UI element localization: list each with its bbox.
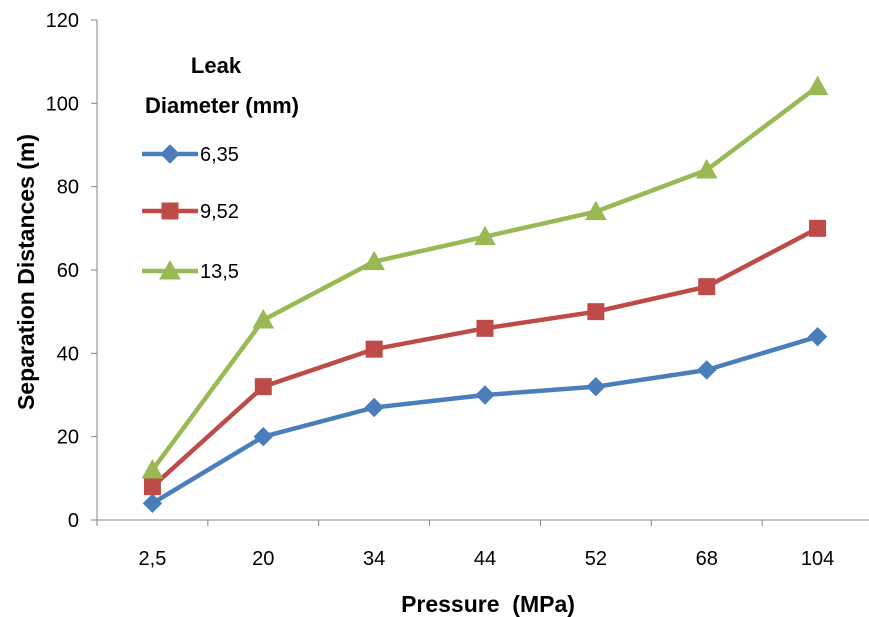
data-point	[697, 360, 717, 380]
legend-entry-2: 9,52	[142, 201, 239, 223]
data-point	[586, 376, 606, 397]
data-point	[587, 303, 605, 321]
data-point	[585, 200, 607, 221]
axes: 0 20 40 60 80 100 120 2,5 20 34 44 52 68 104	[46, 10, 869, 570]
data-point	[807, 326, 828, 347]
y-tick-label: 60	[57, 260, 79, 282]
y-tick-label: 0	[68, 510, 79, 532]
y-tick-label: 100	[46, 93, 79, 115]
x-tick-label: 2,5	[139, 548, 167, 570]
x-tick-label: 34	[363, 548, 385, 570]
series-2	[143, 219, 827, 496]
data-point	[253, 426, 273, 447]
y-axis-title: Separation Distances (m)	[13, 134, 39, 410]
data-point	[363, 250, 385, 271]
data-point	[142, 493, 163, 514]
x-tick-label: 52	[585, 548, 607, 570]
y-tick-label: 40	[57, 343, 79, 365]
y-tick-label: 80	[57, 177, 79, 199]
x-tick-label: 68	[696, 548, 718, 570]
data-point	[806, 75, 829, 96]
data-point	[254, 378, 272, 396]
x-tick-label: 104	[801, 548, 834, 570]
legend-entry-3: 13,5	[142, 259, 239, 283]
legend-title-line-2: Diameter (mm)	[145, 93, 299, 118]
data-point	[364, 397, 384, 418]
legend-label: 6,35	[200, 144, 239, 166]
legend-marker	[160, 144, 180, 164]
data-point	[698, 278, 716, 296]
x-tick-label: 20	[252, 548, 274, 570]
legend-title-line-1: Leak	[191, 53, 242, 78]
x-axis-title: Pressure (MPa)	[401, 591, 575, 617]
data-point	[695, 158, 718, 179]
data-point	[475, 385, 495, 405]
data-point	[365, 340, 383, 358]
data-point	[141, 458, 164, 479]
series-3	[141, 75, 829, 479]
data-point	[474, 225, 496, 246]
y-tick-label: 20	[57, 427, 79, 449]
data-point	[809, 219, 827, 237]
legend-marker	[159, 259, 181, 280]
legend-label: 9,52	[200, 201, 239, 223]
data-point	[252, 308, 275, 329]
data-point	[143, 478, 161, 496]
legend: Leak Diameter (mm) 6,35 9,52 13,5	[142, 53, 299, 283]
legend-marker	[161, 202, 179, 220]
series-line	[151, 334, 819, 506]
data-point	[476, 319, 494, 337]
x-tick-label: 44	[474, 548, 496, 570]
series-layer	[141, 75, 829, 514]
legend-label: 13,5	[200, 261, 239, 283]
series-line	[150, 226, 819, 489]
series-1	[142, 326, 828, 514]
legend-entry-1: 6,35	[142, 144, 239, 166]
y-tick-label: 120	[46, 10, 79, 32]
